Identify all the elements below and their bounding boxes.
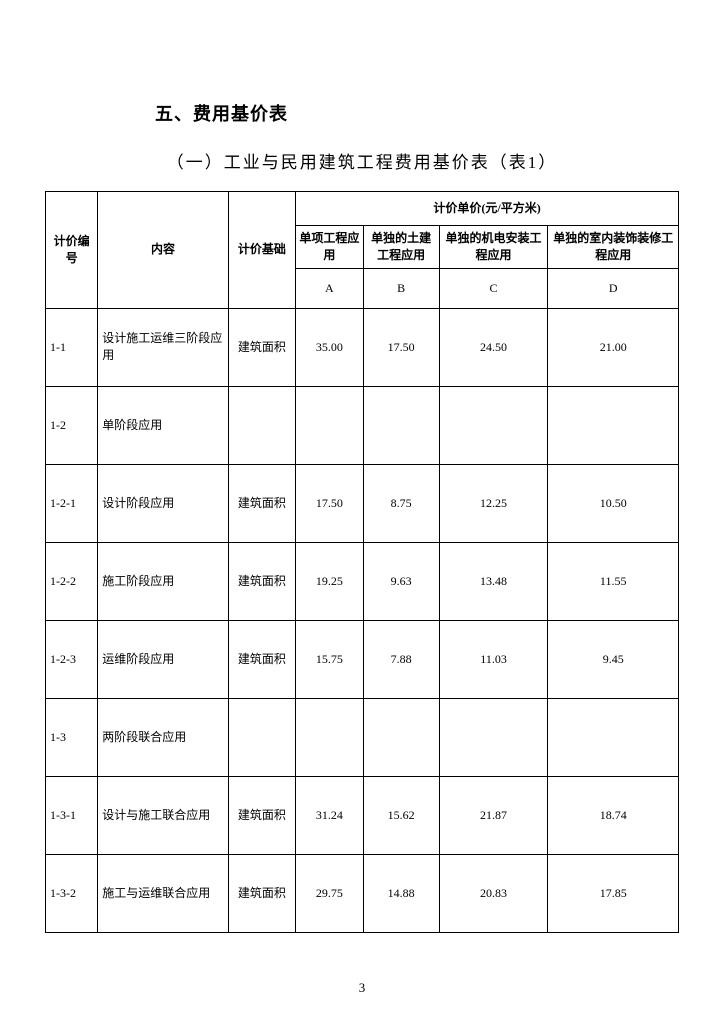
cell-b: 17.50 xyxy=(363,308,439,386)
cell-d xyxy=(548,698,679,776)
cell-content: 单阶段应用 xyxy=(98,386,229,464)
cell-base xyxy=(228,698,295,776)
cell-d: 17.85 xyxy=(548,854,679,932)
cell-d xyxy=(548,386,679,464)
cell-c: 13.48 xyxy=(439,542,548,620)
th-id: 计价编号 xyxy=(46,192,98,309)
cell-base xyxy=(228,386,295,464)
table-row: 1-3-1设计与施工联合应用建筑面积31.2415.6221.8718.74 xyxy=(46,776,679,854)
cell-b xyxy=(363,386,439,464)
cell-id: 1-3-2 xyxy=(46,854,98,932)
cost-base-table: 计价编号 内容 计价基础 计价单价(元/平方米) 单项工程应用 单独的土建工程应… xyxy=(45,191,679,933)
th-letter-a: A xyxy=(296,268,363,308)
cell-content: 运维阶段应用 xyxy=(98,620,229,698)
table-row: 1-2-1设计阶段应用建筑面积17.508.7512.2510.50 xyxy=(46,464,679,542)
cell-a: 19.25 xyxy=(296,542,363,620)
cell-id: 1-2-1 xyxy=(46,464,98,542)
cell-c xyxy=(439,386,548,464)
cell-c: 21.87 xyxy=(439,776,548,854)
th-base: 计价基础 xyxy=(228,192,295,309)
table-body: 1-1设计施工运维三阶段应用建筑面积35.0017.5024.5021.001-… xyxy=(46,308,679,932)
cell-a: 31.24 xyxy=(296,776,363,854)
cell-b: 14.88 xyxy=(363,854,439,932)
cell-id: 1-2-2 xyxy=(46,542,98,620)
cell-base: 建筑面积 xyxy=(228,542,295,620)
page-number: 3 xyxy=(0,980,724,996)
cell-a: 35.00 xyxy=(296,308,363,386)
cell-a: 15.75 xyxy=(296,620,363,698)
subtitle: （一）工业与民用建筑工程费用基价表（表1） xyxy=(45,148,679,173)
th-unit-group: 计价单价(元/平方米) xyxy=(296,192,679,226)
cell-a xyxy=(296,698,363,776)
cell-id: 1-2-3 xyxy=(46,620,98,698)
section-title: 五、费用基价表 xyxy=(155,100,679,126)
cell-content: 施工与运维联合应用 xyxy=(98,854,229,932)
th-sub-c: 单独的机电安装工程应用 xyxy=(439,226,548,269)
cell-c: 24.50 xyxy=(439,308,548,386)
th-sub-d: 单独的室内装饰装修工程应用 xyxy=(548,226,679,269)
cell-b: 7.88 xyxy=(363,620,439,698)
cell-base: 建筑面积 xyxy=(228,776,295,854)
th-sub-a: 单项工程应用 xyxy=(296,226,363,269)
cell-id: 1-3 xyxy=(46,698,98,776)
cell-a: 17.50 xyxy=(296,464,363,542)
cell-base: 建筑面积 xyxy=(228,620,295,698)
cell-b: 8.75 xyxy=(363,464,439,542)
table-row: 1-2单阶段应用 xyxy=(46,386,679,464)
cell-d: 18.74 xyxy=(548,776,679,854)
cell-d: 21.00 xyxy=(548,308,679,386)
cell-id: 1-2 xyxy=(46,386,98,464)
cell-base: 建筑面积 xyxy=(228,854,295,932)
cell-a: 29.75 xyxy=(296,854,363,932)
table-row: 1-3两阶段联合应用 xyxy=(46,698,679,776)
cell-d: 10.50 xyxy=(548,464,679,542)
cell-b: 15.62 xyxy=(363,776,439,854)
cell-content: 两阶段联合应用 xyxy=(98,698,229,776)
cell-c: 12.25 xyxy=(439,464,548,542)
cell-c xyxy=(439,698,548,776)
cell-c: 11.03 xyxy=(439,620,548,698)
th-content: 内容 xyxy=(98,192,229,309)
cell-content: 设计施工运维三阶段应用 xyxy=(98,308,229,386)
cell-base: 建筑面积 xyxy=(228,464,295,542)
table-row: 1-2-2施工阶段应用建筑面积19.259.6313.4811.55 xyxy=(46,542,679,620)
cell-b: 9.63 xyxy=(363,542,439,620)
th-letter-c: C xyxy=(439,268,548,308)
cell-content: 设计阶段应用 xyxy=(98,464,229,542)
table-row: 1-3-2施工与运维联合应用建筑面积29.7514.8820.8317.85 xyxy=(46,854,679,932)
cell-base: 建筑面积 xyxy=(228,308,295,386)
cell-b xyxy=(363,698,439,776)
cell-content: 设计与施工联合应用 xyxy=(98,776,229,854)
table-row: 1-2-3运维阶段应用建筑面积15.757.8811.039.45 xyxy=(46,620,679,698)
cell-id: 1-1 xyxy=(46,308,98,386)
th-sub-b: 单独的土建工程应用 xyxy=(363,226,439,269)
cell-a xyxy=(296,386,363,464)
th-letter-b: B xyxy=(363,268,439,308)
cell-d: 11.55 xyxy=(548,542,679,620)
cell-d: 9.45 xyxy=(548,620,679,698)
th-letter-d: D xyxy=(548,268,679,308)
table-row: 1-1设计施工运维三阶段应用建筑面积35.0017.5024.5021.00 xyxy=(46,308,679,386)
cell-id: 1-3-1 xyxy=(46,776,98,854)
cell-c: 20.83 xyxy=(439,854,548,932)
cell-content: 施工阶段应用 xyxy=(98,542,229,620)
